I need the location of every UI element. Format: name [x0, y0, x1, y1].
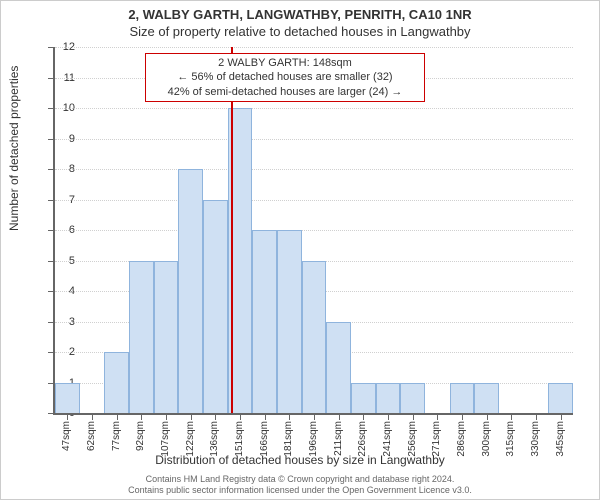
x-tick-label: 166sqm: [259, 421, 270, 457]
gridline: [55, 230, 573, 231]
chart-subtitle: Size of property relative to detached ho…: [1, 24, 599, 39]
bar: [252, 230, 277, 413]
x-tick-mark: [462, 415, 463, 420]
y-axis-label: Number of detached properties: [7, 66, 21, 231]
x-tick-label: 300sqm: [481, 421, 492, 457]
reference-line-mark: [231, 47, 233, 413]
gridline: [55, 47, 573, 48]
bar: [376, 383, 401, 414]
bar: [302, 261, 327, 414]
x-tick-mark: [314, 415, 315, 420]
x-tick-label: 196sqm: [308, 421, 319, 457]
gridline: [55, 139, 573, 140]
gridline: [55, 200, 573, 201]
x-tick-mark: [67, 415, 68, 420]
x-tick-mark: [265, 415, 266, 420]
x-tick-label: 241sqm: [382, 421, 393, 457]
bar: [129, 261, 154, 414]
x-tick-mark: [561, 415, 562, 420]
footer: Contains HM Land Registry data © Crown c…: [1, 474, 599, 496]
x-tick-label: 330sqm: [530, 421, 541, 457]
plot-area: 2 WALBY GARTH: 148sqm← 56% of detached h…: [53, 47, 573, 415]
bar: [351, 383, 376, 414]
x-tick-mark: [511, 415, 512, 420]
bar: [450, 383, 475, 414]
bar: [55, 383, 80, 414]
gridline: [55, 169, 573, 170]
x-tick-label: 122sqm: [185, 421, 196, 457]
x-tick-label: 47sqm: [61, 421, 72, 451]
x-axis-label: Distribution of detached houses by size …: [1, 453, 599, 467]
x-tick-mark: [191, 415, 192, 420]
bar: [104, 352, 129, 413]
bar: [277, 230, 302, 413]
chart-title: 2, WALBY GARTH, LANGWATHBY, PENRITH, CA1…: [1, 7, 599, 22]
gridline: [55, 108, 573, 109]
x-tick-mark: [339, 415, 340, 420]
x-tick-mark: [215, 415, 216, 420]
bar: [548, 383, 573, 414]
bar: [178, 169, 203, 413]
x-tick-label: 211sqm: [333, 421, 344, 456]
x-tick-label: 92sqm: [135, 421, 146, 451]
x-tick-label: 107sqm: [160, 421, 171, 457]
x-tick-mark: [92, 415, 93, 420]
x-tick-mark: [166, 415, 167, 420]
annotation-box: 2 WALBY GARTH: 148sqm← 56% of detached h…: [145, 53, 425, 102]
x-tick-label: 151sqm: [234, 421, 245, 457]
annotation-line: 42% of semi-detached houses are larger (…: [150, 85, 420, 99]
x-tick-label: 181sqm: [283, 421, 294, 457]
x-tick-label: 286sqm: [456, 421, 467, 457]
x-tick-mark: [117, 415, 118, 420]
annotation-line: ← 56% of detached houses are smaller (32…: [150, 70, 420, 84]
bar: [203, 200, 228, 414]
x-tick-label: 226sqm: [357, 421, 368, 457]
x-tick-mark: [141, 415, 142, 420]
bar: [326, 322, 351, 414]
x-tick-mark: [240, 415, 241, 420]
x-tick-label: 345sqm: [555, 421, 566, 457]
x-tick-label: 256sqm: [407, 421, 418, 457]
x-tick-mark: [363, 415, 364, 420]
bar: [154, 261, 179, 414]
x-tick-label: 136sqm: [209, 421, 220, 457]
footer-line-1: Contains HM Land Registry data © Crown c…: [1, 474, 599, 485]
x-tick-label: 62sqm: [86, 421, 97, 451]
x-tick-mark: [437, 415, 438, 420]
x-tick-mark: [487, 415, 488, 420]
footer-line-2: Contains public sector information licen…: [1, 485, 599, 496]
x-tick-mark: [388, 415, 389, 420]
x-tick-mark: [413, 415, 414, 420]
bar: [400, 383, 425, 414]
annotation-line: 2 WALBY GARTH: 148sqm: [150, 56, 420, 70]
chart-container: 2, WALBY GARTH, LANGWATHBY, PENRITH, CA1…: [0, 0, 600, 500]
x-tick-mark: [536, 415, 537, 420]
bar: [474, 383, 499, 414]
x-tick-mark: [289, 415, 290, 420]
x-tick-label: 271sqm: [431, 421, 442, 457]
x-tick-label: 77sqm: [111, 421, 122, 451]
x-tick-label: 315sqm: [505, 421, 516, 457]
